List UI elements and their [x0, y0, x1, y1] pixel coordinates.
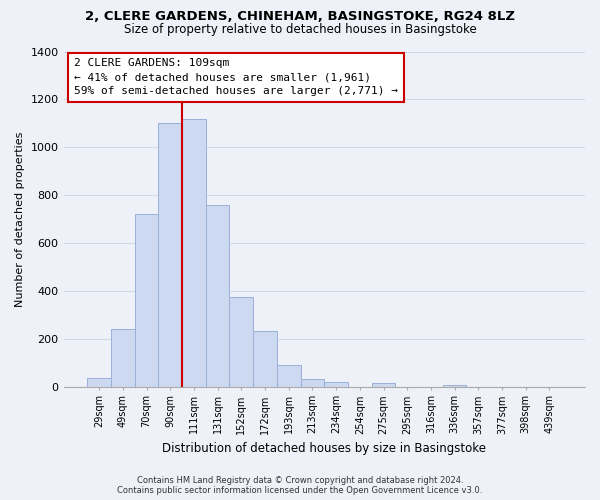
Bar — [253, 332, 277, 386]
Bar — [301, 380, 324, 386]
Bar — [182, 118, 206, 386]
Bar — [229, 297, 253, 386]
Bar — [87, 378, 111, 386]
Y-axis label: Number of detached properties: Number of detached properties — [15, 132, 25, 306]
Bar — [371, 383, 395, 386]
Bar — [206, 204, 229, 386]
Text: 2, CLERE GARDENS, CHINEHAM, BASINGSTOKE, RG24 8LZ: 2, CLERE GARDENS, CHINEHAM, BASINGSTOKE,… — [85, 10, 515, 23]
Bar — [158, 124, 182, 386]
Text: Size of property relative to detached houses in Basingstoke: Size of property relative to detached ho… — [124, 22, 476, 36]
Text: Contains HM Land Registry data © Crown copyright and database right 2024.
Contai: Contains HM Land Registry data © Crown c… — [118, 476, 482, 495]
Bar — [443, 384, 466, 386]
Bar — [111, 329, 134, 386]
Bar — [277, 366, 301, 386]
Bar — [134, 214, 158, 386]
Text: 2 CLERE GARDENS: 109sqm
← 41% of detached houses are smaller (1,961)
59% of semi: 2 CLERE GARDENS: 109sqm ← 41% of detache… — [74, 58, 398, 96]
X-axis label: Distribution of detached houses by size in Basingstoke: Distribution of detached houses by size … — [162, 442, 486, 455]
Bar — [324, 382, 348, 386]
